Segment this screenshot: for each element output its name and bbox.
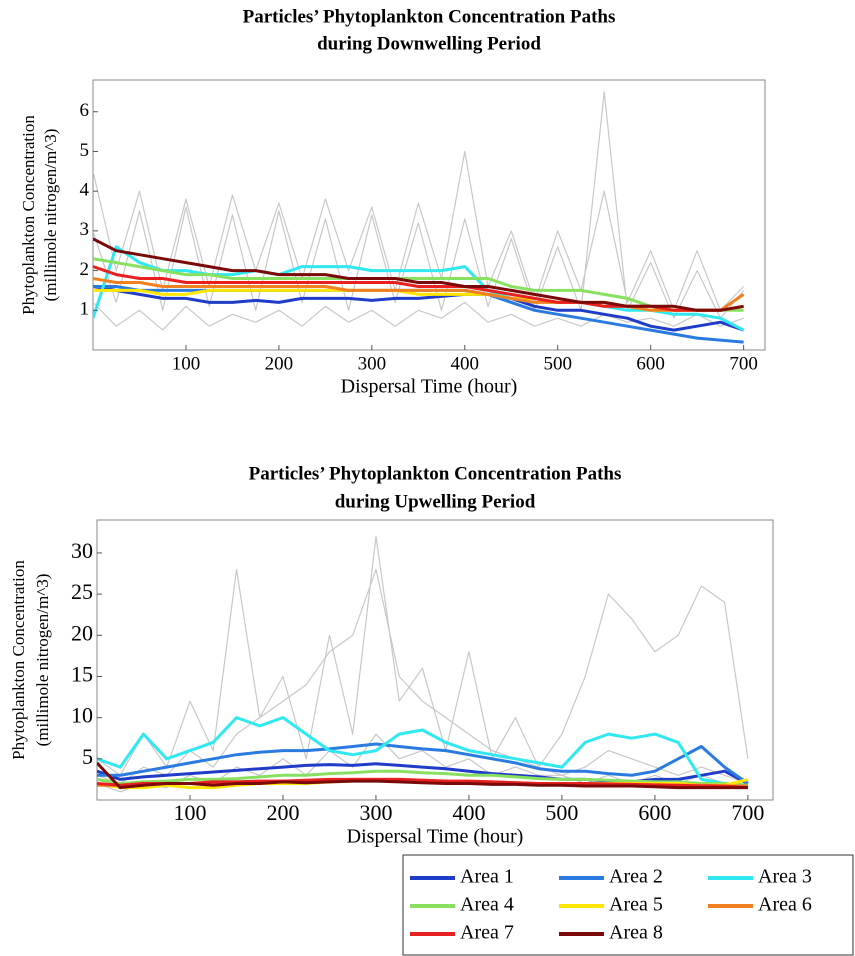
y-tick-label: 5 [80, 140, 90, 161]
x-tick-label: 400 [452, 800, 485, 825]
area-line [97, 761, 748, 790]
y-axis-label: Phytoplankton Concentration [9, 560, 28, 760]
y-tick-label: 30 [71, 538, 93, 563]
legend-label: Area 2 [609, 866, 663, 888]
y-tick-label: 6 [80, 100, 90, 121]
y-tick-label: 5 [82, 744, 93, 769]
area-line [97, 716, 749, 790]
x-tick-label: 200 [266, 800, 299, 825]
area-line [97, 742, 749, 785]
y-tick-label: 3 [80, 219, 90, 240]
particle-line [93, 150, 745, 311]
y-tick-label: 10 [71, 703, 93, 728]
legend-label: Area 6 [758, 894, 812, 916]
plot-lines [93, 91, 745, 344]
legend-label: Area 1 [460, 866, 514, 888]
x-tick-label: 600 [638, 800, 671, 825]
x-axis-label: Dispersal Time (hour) [347, 826, 524, 848]
plot-lines [97, 535, 749, 793]
legend-label: Area 7 [460, 922, 514, 944]
area-line [97, 777, 749, 790]
y-tick-label: 20 [71, 620, 93, 645]
plot-area [96, 519, 774, 801]
y-axis-label: Phytoplankton Concentration [19, 115, 38, 315]
legend-box [402, 854, 854, 956]
x-tick-label: 300 [359, 800, 392, 825]
y-axis-label: (millimole nitrogen/m^3) [41, 129, 60, 302]
legend-label: Area 4 [460, 894, 514, 916]
legend-label: Area 5 [609, 894, 663, 916]
x-tick-label: 200 [265, 353, 294, 374]
x-tick-label: 100 [172, 353, 201, 374]
y-axis-label: (millimole nitrogen/m^3) [33, 574, 52, 747]
chart-title: Particles’ Phytoplankton Concentration P… [243, 6, 616, 27]
x-tick-label: 400 [451, 353, 480, 374]
x-tick-label: 500 [543, 353, 572, 374]
area-line [97, 769, 749, 787]
area-line [93, 285, 745, 332]
x-tick-label: 300 [358, 353, 387, 374]
y-tick-label: 4 [80, 180, 90, 201]
x-tick-label: 700 [731, 800, 764, 825]
y-tick-label: 1 [80, 299, 90, 320]
chart-title: during Downwelling Period [317, 33, 541, 54]
x-axis-label: Dispersal Time (hour) [341, 376, 518, 398]
area-line [93, 237, 744, 312]
legend-label: Area 8 [609, 922, 663, 944]
y-tick-label: 15 [71, 662, 93, 687]
x-tick-label: 600 [636, 353, 665, 374]
x-tick-label: 100 [173, 800, 206, 825]
legend-label: Area 3 [758, 866, 812, 888]
y-tick-label: 2 [80, 259, 90, 280]
y-tick-label: 25 [71, 579, 93, 604]
x-tick-label: 500 [545, 800, 578, 825]
x-tick-label: 700 [729, 353, 758, 374]
area-line [93, 257, 744, 312]
chart-title: Particles’ Phytoplankton Concentration P… [249, 463, 622, 484]
chart-title: during Upwelling Period [335, 491, 536, 512]
particle-line [97, 535, 749, 776]
